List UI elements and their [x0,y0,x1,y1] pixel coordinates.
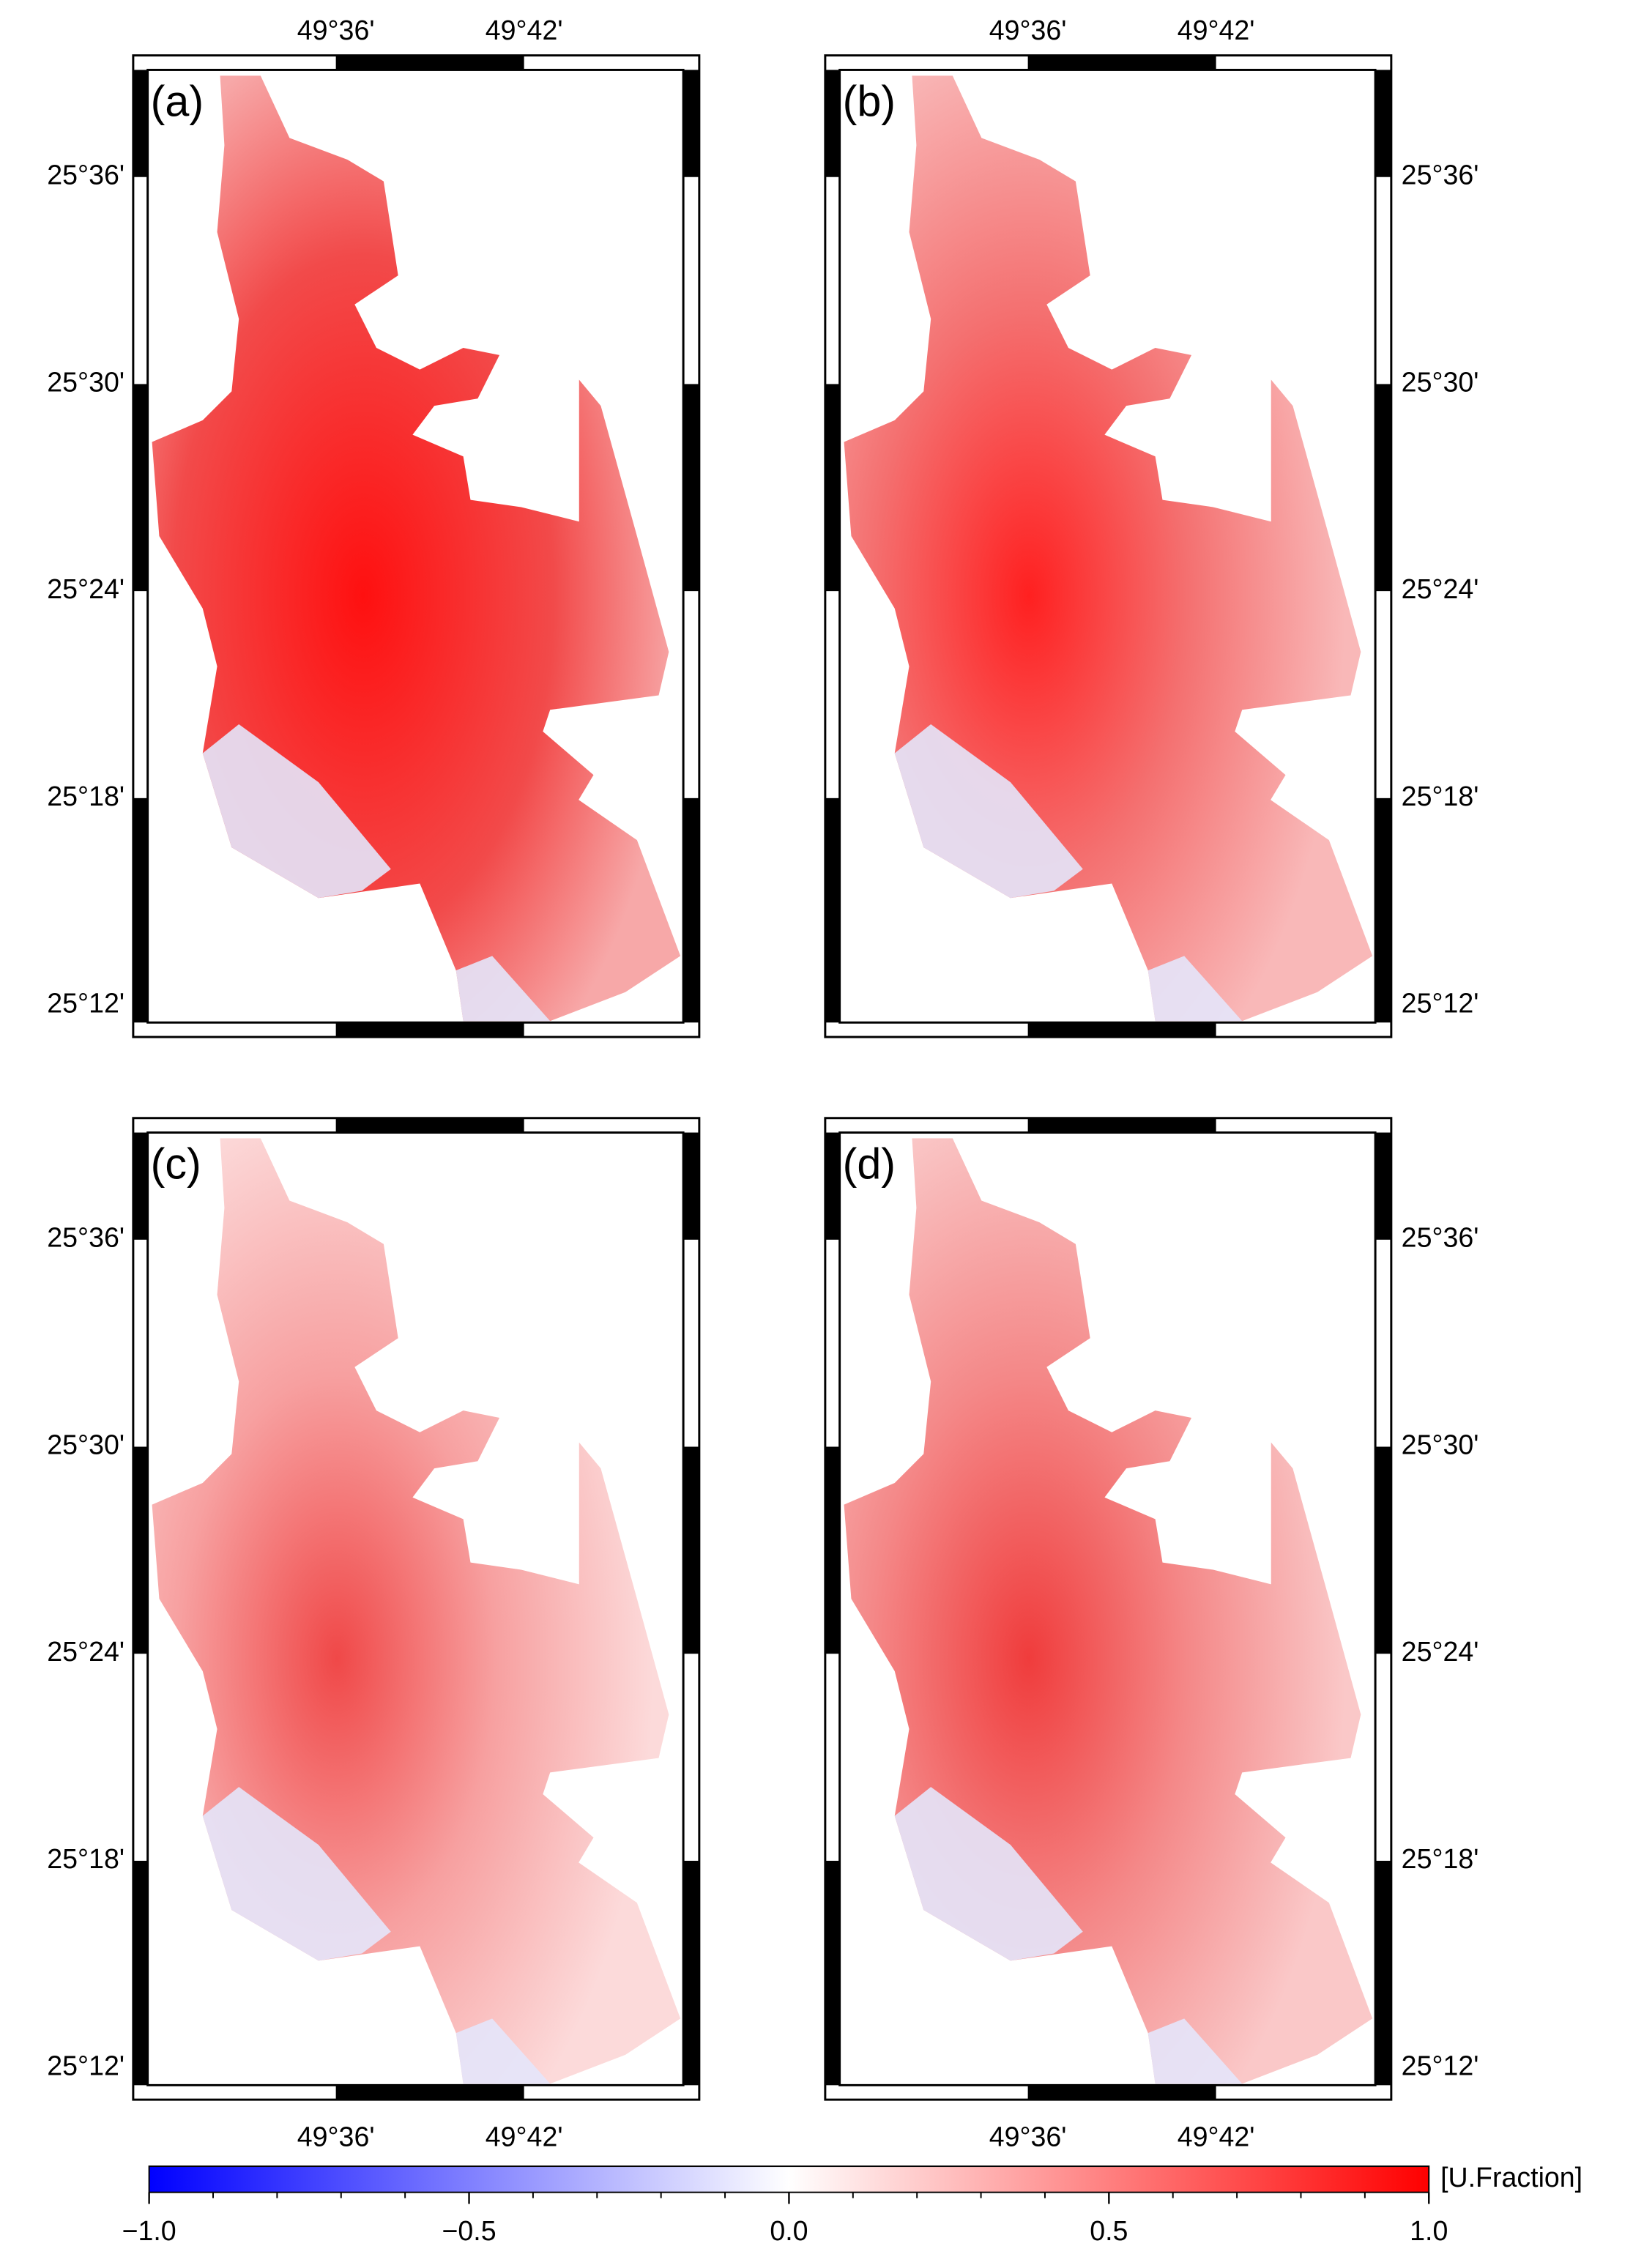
border-segment [683,384,699,592]
latitude-label: 25°30' [1402,366,1479,397]
latitude-label: 25°36' [1402,160,1479,190]
low-fraction-area [894,1787,1083,1961]
latitude-label: 25°24' [1402,1636,1479,1667]
border-segment [133,1132,148,1240]
low-fraction-area [202,1787,391,1961]
border-segment [1375,1446,1391,1654]
border-segment [683,70,699,177]
border-segment [1027,1118,1216,1133]
map-panel: (b) 25°36' 25°30' 25°24' 25°18' 25°12' 49°36' 4… [824,15,1479,1038]
latitude-label: 25°12' [1402,987,1479,1018]
map-panel: (a) 25°36' 25°30' 25°24' 25°18' 25°12' 49°36' 4… [47,15,701,1038]
border-segment [133,1860,148,2086]
colorbar-tick-label: 0.0 [770,2215,808,2246]
colorbar-tick-label: 0.5 [1090,2215,1128,2246]
low-fraction-area [202,724,391,899]
panel-label: (b) [843,77,896,126]
latitude-label: 25°24' [47,1636,124,1667]
latitude-label: 25°18' [47,1843,124,1874]
panel-label: (a) [151,77,204,126]
urban-fraction-map [152,1138,681,2084]
border-segment [1375,70,1391,177]
panel-label: (d) [843,1139,896,1189]
latitude-label: 25°24' [1402,573,1479,604]
longitude-label: 49°36' [989,2121,1067,2152]
border-segment [1375,797,1391,1023]
panel-label: (c) [151,1139,201,1189]
border-segment [335,2085,524,2100]
low-fraction-area [1147,956,1243,1022]
border-segment [1375,1860,1391,2086]
latitude-label: 25°12' [1402,2051,1479,2081]
longitude-label: 49°42' [1178,15,1255,45]
border-segment [1375,1132,1391,1240]
longitude-label: 49°42' [1178,2121,1255,2152]
map-panel: (c) 25°36' 25°30' 25°24' 25°18' 25°12' 49°36' 4… [47,1117,701,2152]
border-segment [683,797,699,1023]
colorbar-label: [U.Fraction] [1440,2162,1582,2193]
border-segment [683,1132,699,1240]
border-segment [825,1860,840,2086]
border-segment [1375,384,1391,592]
border-segment [133,1446,148,1654]
latitude-label: 25°12' [47,2051,124,2081]
urban-fraction-map [844,1138,1373,2084]
border-segment [825,797,840,1023]
longitude-label: 49°42' [486,15,563,45]
low-fraction-area [1147,2018,1243,2084]
border-segment [133,70,148,177]
border-segment [825,70,840,177]
latitude-label: 25°12' [47,987,124,1018]
border-segment [133,384,148,592]
longitude-label: 49°36' [989,15,1067,45]
latitude-label: 25°36' [47,1222,124,1253]
low-fraction-area [894,724,1083,899]
border-segment [133,797,148,1023]
latitude-label: 25°36' [1402,1222,1479,1253]
colorbar-tick-label: 1.0 [1410,2215,1448,2246]
longitude-label: 49°36' [297,15,375,45]
border-segment [825,384,840,592]
latitude-label: 25°24' [47,573,124,604]
border-segment [683,1860,699,2086]
border-segment [825,1132,840,1240]
low-fraction-area [455,2018,551,2084]
latitude-label: 25°18' [1402,781,1479,811]
colorbar-tick-label: −1.0 [122,2215,176,2246]
latitude-label: 25°30' [1402,1429,1479,1460]
longitude-label: 49°36' [297,2121,375,2152]
border-segment [335,1022,524,1038]
border-segment [825,1446,840,1654]
map-panel: (d) 25°36' 25°30' 25°24' 25°18' 25°12' 49°36' 4… [824,1117,1479,2152]
longitude-label: 49°42' [486,2121,563,2152]
border-segment [1027,2085,1216,2100]
latitude-label: 25°18' [1402,1843,1479,1874]
urban-fraction-map [844,75,1373,1022]
latitude-label: 25°30' [47,366,124,397]
border-segment [335,1118,524,1133]
border-segment [1027,1022,1216,1038]
border-segment [1027,55,1216,70]
colorbar [148,2165,1430,2193]
latitude-label: 25°30' [47,1429,124,1460]
border-segment [335,55,524,70]
low-fraction-area [455,956,551,1022]
border-segment [683,1446,699,1654]
colorbar-tick-label: −0.5 [442,2215,496,2246]
urban-fraction-map [152,75,681,1022]
latitude-label: 25°36' [47,160,124,190]
latitude-label: 25°18' [47,781,124,811]
